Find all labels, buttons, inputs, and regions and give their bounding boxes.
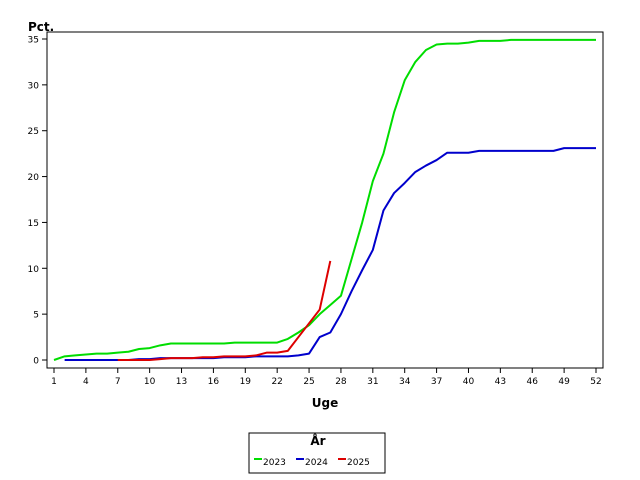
plot-frame (46, 31, 604, 369)
y-tick-label: 35 (28, 36, 39, 46)
x-tick-label: 4 (83, 377, 89, 387)
y-axis-title: Pct. (28, 20, 54, 34)
x-tick-label: 37 (431, 377, 442, 387)
x-tick-label: 49 (558, 377, 570, 387)
y-tick-label: 30 (28, 81, 40, 91)
x-tick-label: 25 (303, 377, 314, 387)
y-axis-ticks: 0 5 10 15 20 25 30 35 (28, 36, 47, 367)
x-axis-ticks: 1 4 7 10 13 16 19 22 25 28 31 34 37 40 43 46 49 52 (51, 368, 602, 387)
series-lines (53, 38, 596, 361)
x-tick-label: 28 (335, 377, 347, 387)
x-tick-label: 31 (367, 377, 378, 387)
x-tick-label: 13 (176, 377, 187, 387)
y-tick-label: 10 (28, 265, 40, 275)
y-tick-label: 5 (33, 311, 39, 321)
x-tick-label: 46 (527, 377, 539, 387)
x-tick-label: 40 (463, 377, 475, 387)
series-line-2025 (117, 260, 332, 361)
legend-items: 2023 2024 2025 (254, 458, 370, 468)
y-tick-label: 25 (28, 127, 39, 137)
y-tick-label: 15 (28, 219, 39, 229)
legend-box (248, 432, 386, 474)
x-tick-label: 1 (51, 377, 57, 387)
x-axis-title: Uge (312, 396, 338, 410)
x-tick-label: 10 (144, 377, 156, 387)
x-tick-label: 19 (240, 377, 252, 387)
series-line-2023 (53, 38, 596, 361)
y-tick-label: 20 (28, 173, 40, 183)
x-tick-label: 22 (271, 377, 282, 387)
x-tick-label: 43 (495, 377, 506, 387)
x-tick-label: 16 (208, 377, 220, 387)
x-tick-label: 7 (115, 377, 121, 387)
x-tick-label: 52 (590, 377, 601, 387)
x-tick-label: 34 (399, 377, 411, 387)
legend-label-2024: 2024 (305, 458, 328, 468)
y-tick-label: 0 (33, 357, 39, 367)
legend-label-2025: 2025 (347, 458, 370, 468)
legend-label-2023: 2023 (263, 458, 286, 468)
legend-title: År (310, 433, 325, 448)
legend: År 2023 2024 2025 (248, 432, 386, 474)
